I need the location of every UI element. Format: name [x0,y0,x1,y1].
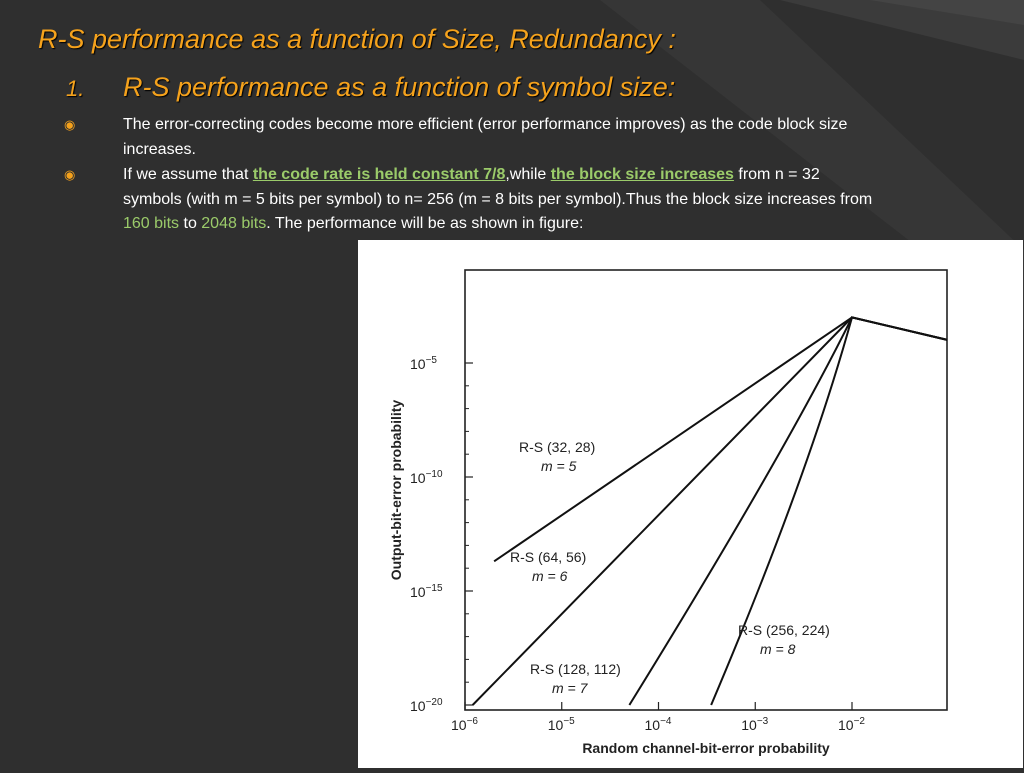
series-label-3: R-S (128, 112) [530,661,621,677]
y-tick-label: 10−10 [410,469,443,486]
bullet-2-part2: ,while [505,166,551,183]
x-tick-label: 10−6 [451,716,478,733]
bits-160-highlight: 160 bits [123,215,180,232]
plot-border [464,269,948,711]
series-label-1: R-S (32, 28) [519,439,595,455]
rs-performance-chart: 10−6 10−5 10−4 10−3 10−2 10−5 10−10 10−15 10−20 R… [388,269,948,756]
series-sublabel-2: m = 6 [532,568,568,584]
rs-performance-figure: 10−6 10−5 10−4 10−3 10−2 10−5 10−10 10−15 10−20 R… [358,240,1023,768]
bullet-2-text: If we assume that the code rate is held … [123,163,873,237]
y-tick-label: 10−20 [410,697,443,714]
bullet-2-part3: from n = 32 symbols (with m = 5 bits per… [123,166,873,208]
series-label-4: R-S (256, 224) [738,622,830,638]
bits-2048-highlight: 2048 bits [201,215,267,232]
bullet-2-part1: If we assume that [123,166,253,183]
block-size-highlight: the block size increases [550,166,734,183]
series-sublabel-4: m = 8 [760,641,796,657]
subtitle-line: 1. R-S performance as a function of symbo… [66,72,675,103]
series-sublabel-1: m = 5 [541,458,577,474]
y-tick-label: 10−15 [410,583,443,600]
bullet-2-part5: . The performance will be as shown in fi… [266,215,584,232]
code-rate-highlight: the code rate is held constant 7/8 [252,166,506,183]
bullet-2-part4: to [179,215,202,232]
series-sublabel-3: m = 7 [552,680,589,696]
subtitle-number: 1. [66,76,85,101]
series-label-2: R-S (64, 56) [510,549,586,565]
series-line-3 [628,316,947,706]
circled-dot-bullet-icon: ◉ [64,167,76,182]
y-axis-label: Output-bit-error probability [388,400,404,581]
x-tick-label: 10−4 [645,716,672,733]
x-tick-label: 10−5 [548,716,575,733]
y-tick-label: 10−5 [410,355,437,372]
x-axis-label: Random channel-bit-error probability [582,740,830,756]
slide-title: R-S performance as a function of Size, R… [38,24,676,54]
bullet-item-2: ◉ If we assume that the code rate is hel… [64,163,873,237]
series-line-2 [471,316,947,706]
series-line-4 [710,316,947,706]
subtitle-text: R-S performance as a function of symbol … [123,72,676,102]
bullet-item-1: ◉ The error-correcting codes become more… [64,113,873,162]
x-tick-label: 10−3 [741,716,768,733]
circled-dot-bullet-icon: ◉ [64,117,76,132]
bullet-1-text: The error-correcting codes become more e… [123,116,848,158]
x-tick-label: 10−2 [838,716,865,733]
